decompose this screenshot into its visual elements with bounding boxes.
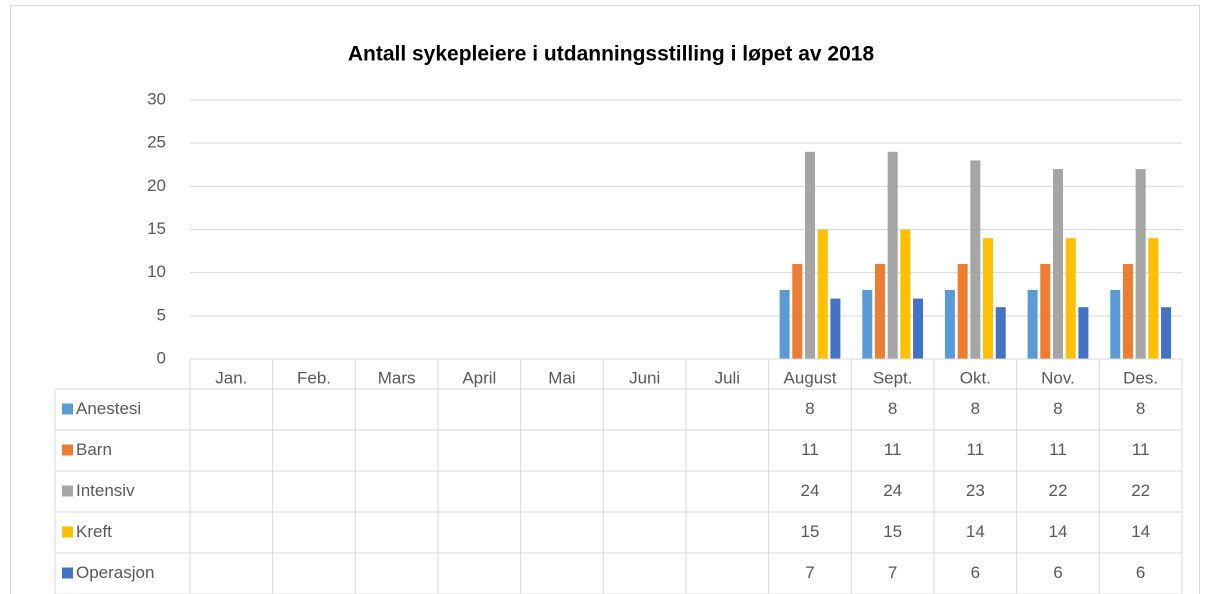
legend-label: Barn xyxy=(76,440,112,459)
y-tick-label: 10 xyxy=(147,262,166,281)
x-tick-label: April xyxy=(462,368,496,387)
bar xyxy=(887,151,898,359)
table-value: 6 xyxy=(1136,563,1145,582)
x-tick-label: Sept. xyxy=(873,368,913,387)
table-value: 14 xyxy=(966,522,985,541)
bar xyxy=(792,264,803,359)
table-value: 22 xyxy=(1049,481,1068,500)
table-value: 7 xyxy=(805,563,814,582)
legend-swatch xyxy=(62,485,73,497)
bar xyxy=(1122,264,1133,359)
table-value: 11 xyxy=(801,440,819,459)
x-tick-label: Feb. xyxy=(297,368,331,387)
bar xyxy=(970,160,981,359)
bar xyxy=(1135,169,1146,359)
table-value: 11 xyxy=(967,440,985,459)
x-tick-label: Okt. xyxy=(960,368,991,387)
legend-swatch xyxy=(62,444,73,456)
table-value: 24 xyxy=(801,481,820,500)
x-tick-label: Mai xyxy=(548,368,575,387)
chart-title: Antall sykepleiere i utdanningsstilling … xyxy=(348,43,875,66)
y-tick-label: 25 xyxy=(147,133,166,152)
table-value: 11 xyxy=(884,440,902,459)
legend-label: Kreft xyxy=(76,522,112,541)
table-value: 15 xyxy=(801,522,820,541)
x-tick-label: Nov. xyxy=(1041,368,1075,387)
x-tick-label: Juni xyxy=(629,368,660,387)
y-tick-label: 5 xyxy=(157,305,166,324)
y-tick-label: 30 xyxy=(147,89,166,108)
bar xyxy=(1040,264,1051,359)
y-tick-label: 20 xyxy=(147,176,166,195)
legend-swatch xyxy=(62,526,73,538)
table-value: 14 xyxy=(1049,522,1068,541)
table-value: 8 xyxy=(805,399,814,418)
table-value: 14 xyxy=(1131,522,1150,541)
x-tick-label: Des. xyxy=(1123,368,1158,387)
table-value: 8 xyxy=(971,399,980,418)
table-value: 23 xyxy=(966,481,985,500)
bar xyxy=(1065,238,1076,359)
bar xyxy=(779,289,790,359)
bar xyxy=(983,238,994,359)
legend-swatch xyxy=(62,567,73,579)
bar xyxy=(957,264,968,359)
x-tick-label: Juli xyxy=(715,368,741,387)
table-value: 7 xyxy=(888,563,897,582)
table-value: 8 xyxy=(1053,399,1062,418)
table-value: 6 xyxy=(1053,563,1062,582)
table-value: 11 xyxy=(1132,440,1150,459)
y-tick-label: 15 xyxy=(147,219,166,238)
legend-label: Operasjon xyxy=(76,563,154,582)
bar xyxy=(1110,289,1121,359)
x-tick-label: Jan. xyxy=(215,368,247,387)
table-value: 24 xyxy=(883,481,902,500)
bar xyxy=(1027,289,1038,359)
bar xyxy=(1161,307,1172,359)
bar xyxy=(1078,307,1089,359)
table-value: 11 xyxy=(1049,440,1067,459)
bar xyxy=(862,289,873,359)
bar xyxy=(1148,238,1159,359)
bar xyxy=(1053,169,1063,359)
bar xyxy=(900,229,911,359)
legend-label: Anestesi xyxy=(76,399,141,418)
bar xyxy=(805,151,815,359)
bar xyxy=(874,264,885,359)
chart-border xyxy=(10,5,1200,594)
table-value: 15 xyxy=(883,522,902,541)
bar xyxy=(830,298,841,359)
table-value: 8 xyxy=(888,399,897,418)
bar xyxy=(817,229,828,359)
x-tick-label: Mars xyxy=(378,368,416,387)
bar xyxy=(995,307,1006,359)
x-tick-label: August xyxy=(784,368,837,387)
bar xyxy=(944,289,955,359)
legend-label: Intensiv xyxy=(76,481,135,500)
table-value: 22 xyxy=(1131,481,1150,500)
legend-swatch xyxy=(62,403,73,415)
table-value: 8 xyxy=(1136,399,1145,418)
bar xyxy=(913,298,924,359)
y-tick-label: 0 xyxy=(157,348,166,367)
table-value: 6 xyxy=(971,563,980,582)
